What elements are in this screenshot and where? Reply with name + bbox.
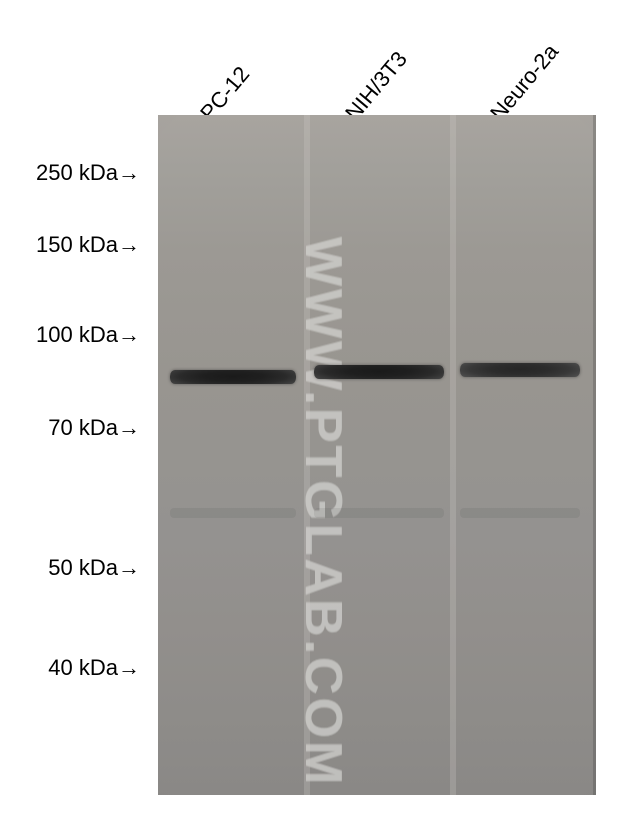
arrow-icon: → [118, 160, 140, 186]
figure-container: PC-12 NIH/3T3 Neuro-2a 250 kDa→ 150 kDa→… [0, 0, 630, 835]
blot-membrane: WWW.PTGLAB.COM [158, 115, 596, 795]
blot-vignette [158, 115, 596, 795]
blot-right-edge [593, 115, 596, 795]
marker-50-text: 50 kDa [48, 555, 118, 580]
marker-100-text: 100 kDa [36, 322, 118, 347]
band-lane2-faint [314, 508, 444, 518]
arrow-icon: → [118, 555, 140, 581]
lane-labels-group: PC-12 NIH/3T3 Neuro-2a [160, 5, 600, 125]
marker-250-text: 250 kDa [36, 160, 118, 185]
marker-250: 250 kDa→ [0, 160, 140, 186]
marker-50: 50 kDa→ [0, 555, 140, 581]
band-lane3-primary [460, 363, 580, 377]
lane-separator [450, 115, 456, 795]
arrow-icon: → [118, 322, 140, 348]
marker-150: 150 kDa→ [0, 232, 140, 258]
marker-100: 100 kDa→ [0, 322, 140, 348]
band-lane3-faint [460, 508, 580, 518]
marker-40-text: 40 kDa [48, 655, 118, 680]
arrow-icon: → [118, 232, 140, 258]
marker-40: 40 kDa→ [0, 655, 140, 681]
lane-label-3: Neuro-2a [485, 39, 564, 126]
marker-70-text: 70 kDa [48, 415, 118, 440]
marker-150-text: 150 kDa [36, 232, 118, 257]
band-lane1-faint [170, 508, 296, 518]
lane-separator [304, 115, 310, 795]
band-lane1-primary [170, 370, 296, 384]
arrow-icon: → [118, 655, 140, 681]
arrow-icon: → [118, 415, 140, 441]
marker-70: 70 kDa→ [0, 415, 140, 441]
band-lane2-primary [314, 365, 444, 379]
